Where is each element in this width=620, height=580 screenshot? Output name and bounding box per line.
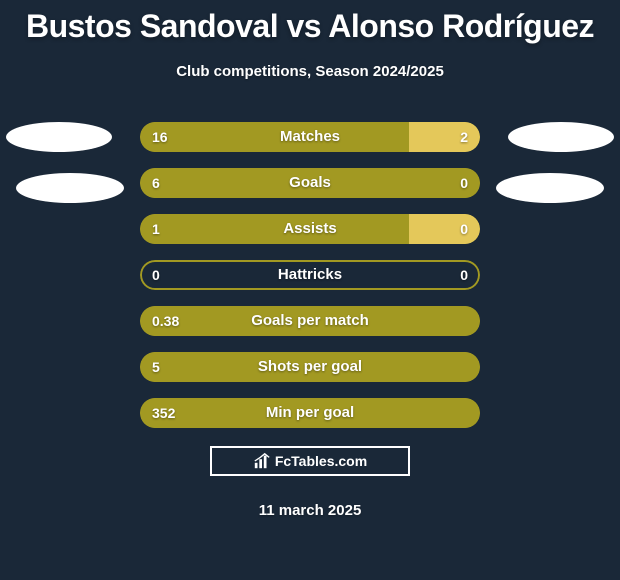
stat-value-left: 16 — [152, 122, 168, 152]
stat-value-left: 0 — [152, 260, 160, 290]
stat-value-right: 0 — [460, 168, 468, 198]
stat-row: Shots per goal5 — [140, 352, 480, 382]
stats-bars: Matches162Goals60Assists10Hattricks00Goa… — [140, 122, 480, 444]
stat-label: Shots per goal — [140, 352, 480, 382]
page-title: Bustos Sandoval vs Alonso Rodríguez — [0, 0, 620, 45]
stat-value-right: 0 — [460, 214, 468, 244]
subtitle: Club competitions, Season 2024/2025 — [0, 63, 620, 80]
stat-value-right: 0 — [460, 260, 468, 290]
stat-row: Hattricks0 0 — [140, 260, 480, 290]
avatar-right-1 — [508, 122, 614, 152]
stat-row: Matches16 2 — [140, 122, 480, 152]
stat-label: Goals — [140, 168, 480, 198]
stat-row: Assists1 0 — [140, 214, 480, 244]
stat-value-right: 2 — [460, 122, 468, 152]
stat-value-left: 352 — [152, 398, 175, 428]
stat-label: Hattricks — [140, 260, 480, 290]
stat-value-left: 1 — [152, 214, 160, 244]
date-label: 11 march 2025 — [0, 502, 620, 519]
stat-value-left: 6 — [152, 168, 160, 198]
stat-label: Matches — [140, 122, 480, 152]
stat-row: Goals per match0.38 — [140, 306, 480, 336]
avatar-left-2 — [16, 173, 124, 203]
stat-label: Goals per match — [140, 306, 480, 336]
stat-value-left: 5 — [152, 352, 160, 382]
stat-value-left: 0.38 — [152, 306, 179, 336]
logo-text: FcTables.com — [275, 453, 367, 469]
avatar-left-1 — [6, 122, 112, 152]
stat-row: Min per goal352 — [140, 398, 480, 428]
logo-box[interactable]: FcTables.com — [210, 446, 410, 476]
avatar-right-2 — [496, 173, 604, 203]
chart-icon — [253, 452, 271, 470]
stat-label: Assists — [140, 214, 480, 244]
stat-row: Goals6 0 — [140, 168, 480, 198]
stat-label: Min per goal — [140, 398, 480, 428]
